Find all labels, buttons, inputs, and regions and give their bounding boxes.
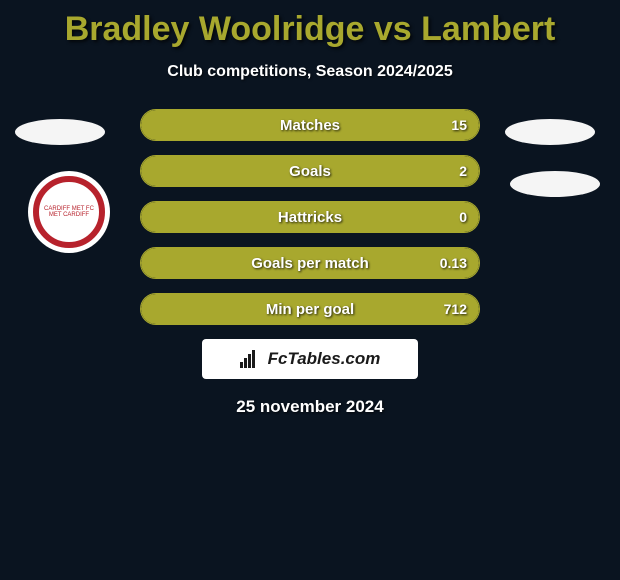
- crest-inner-text: CARDIFF MET FC MET CARDIFF: [33, 176, 105, 248]
- stat-value-right: 2: [459, 163, 467, 179]
- page-title: Bradley Woolridge vs Lambert: [0, 0, 620, 49]
- comparison-area: CARDIFF MET FC MET CARDIFF Matches15 Goal…: [0, 109, 620, 417]
- stat-row: Min per goal712: [140, 293, 480, 325]
- subtitle: Club competitions, Season 2024/2025: [0, 63, 620, 81]
- brand-badge: FcTables.com: [202, 339, 418, 379]
- stat-value-right: 15: [451, 117, 467, 133]
- brand-text: FcTables.com: [268, 349, 381, 369]
- stat-fill-right: [141, 248, 479, 278]
- player-avatar-left-placeholder: [15, 119, 105, 145]
- stat-fill-right: [141, 110, 479, 140]
- club-crest-left: CARDIFF MET FC MET CARDIFF: [28, 171, 110, 253]
- club-crest-right-placeholder: [510, 171, 600, 197]
- stat-rows: Matches15 Goals2 Hattricks0 Goals per match…: [140, 109, 480, 325]
- stat-fill-right: [141, 202, 479, 232]
- stat-row: Matches15: [140, 109, 480, 141]
- snapshot-date: 25 november 2024: [0, 397, 620, 417]
- stat-fill-right: [141, 156, 479, 186]
- stat-fill-right: [141, 294, 479, 324]
- stat-row: Goals2: [140, 155, 480, 187]
- brand-chart-icon: [240, 350, 262, 368]
- stat-row: Hattricks0: [140, 201, 480, 233]
- stat-value-right: 712: [444, 301, 467, 317]
- player-avatar-right-placeholder: [505, 119, 595, 145]
- stat-value-right: 0.13: [440, 255, 467, 271]
- stat-value-right: 0: [459, 209, 467, 225]
- stat-row: Goals per match0.13: [140, 247, 480, 279]
